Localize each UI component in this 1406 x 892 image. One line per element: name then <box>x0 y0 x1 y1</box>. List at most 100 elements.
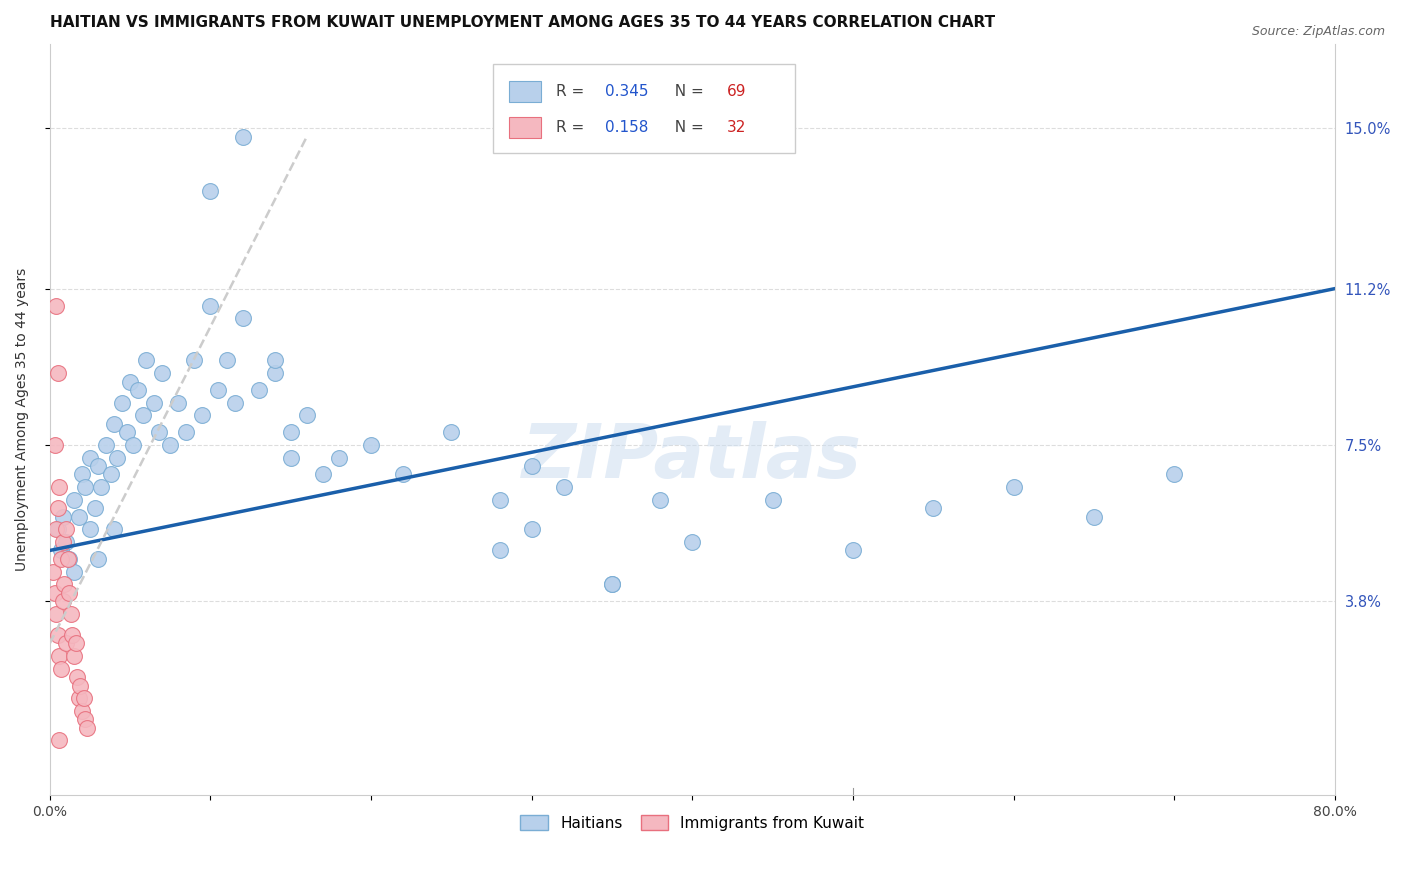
Point <box>681 535 703 549</box>
Point <box>44 585 66 599</box>
Point <box>132 409 155 423</box>
Point <box>111 395 134 409</box>
Point <box>312 467 335 482</box>
Point <box>58 585 80 599</box>
Point <box>63 565 86 579</box>
Point <box>52 509 75 524</box>
Point <box>48 733 70 747</box>
Point <box>200 185 222 199</box>
FancyBboxPatch shape <box>509 81 541 103</box>
Point <box>42 565 65 579</box>
Point <box>360 438 382 452</box>
Point <box>488 543 510 558</box>
Text: HAITIAN VS IMMIGRANTS FROM KUWAIT UNEMPLOYMENT AMONG AGES 35 TO 44 YEARS CORRELA: HAITIAN VS IMMIGRANTS FROM KUWAIT UNEMPL… <box>49 15 995 30</box>
FancyBboxPatch shape <box>509 117 541 137</box>
Point <box>215 353 238 368</box>
Point <box>52 535 75 549</box>
Point <box>87 458 110 473</box>
Text: R =: R = <box>557 84 589 99</box>
Point <box>280 425 302 440</box>
Point <box>842 543 865 558</box>
Point <box>49 662 72 676</box>
Point <box>520 522 543 536</box>
Point <box>263 366 285 380</box>
Point <box>56 552 79 566</box>
Point <box>295 409 318 423</box>
Y-axis label: Unemployment Among Ages 35 to 44 years: Unemployment Among Ages 35 to 44 years <box>15 268 30 571</box>
Point <box>150 366 173 380</box>
Point <box>46 501 69 516</box>
Point <box>232 311 254 326</box>
Text: 0.158: 0.158 <box>605 120 648 135</box>
Point <box>79 522 101 536</box>
Point <box>122 438 145 452</box>
Point <box>200 298 222 312</box>
Point <box>87 552 110 566</box>
Point <box>105 450 128 465</box>
Point <box>1083 509 1105 524</box>
Point <box>247 383 270 397</box>
Point <box>75 480 97 494</box>
Point <box>440 425 463 440</box>
Point <box>520 458 543 473</box>
Point <box>143 395 166 409</box>
Point <box>83 501 105 516</box>
Point <box>63 492 86 507</box>
Point <box>224 395 246 409</box>
Point <box>75 712 97 726</box>
Text: ZIPatlas: ZIPatlas <box>523 421 862 493</box>
Point <box>922 501 945 516</box>
Point <box>135 353 157 368</box>
Text: R =: R = <box>557 120 589 135</box>
Point <box>72 691 94 706</box>
Point <box>76 721 98 735</box>
Legend: Haitians, Immigrants from Kuwait: Haitians, Immigrants from Kuwait <box>515 808 870 837</box>
Text: N =: N = <box>665 120 709 135</box>
Point <box>79 450 101 465</box>
Point <box>48 480 70 494</box>
Point <box>49 552 72 566</box>
Point <box>63 648 86 663</box>
Point <box>55 535 77 549</box>
Point <box>53 577 76 591</box>
Text: 69: 69 <box>727 84 747 99</box>
Point <box>1002 480 1025 494</box>
Point <box>55 636 77 650</box>
Text: 32: 32 <box>727 120 747 135</box>
Point <box>650 492 672 507</box>
Point <box>167 395 190 409</box>
Text: N =: N = <box>665 84 709 99</box>
Text: Source: ZipAtlas.com: Source: ZipAtlas.com <box>1251 25 1385 38</box>
Point <box>127 383 149 397</box>
Point <box>46 628 69 642</box>
Point <box>553 480 575 494</box>
FancyBboxPatch shape <box>494 64 796 153</box>
Point <box>183 353 205 368</box>
Point <box>100 467 122 482</box>
Point <box>70 704 93 718</box>
Point <box>191 409 214 423</box>
Point <box>44 438 66 452</box>
Point <box>60 628 83 642</box>
Point <box>48 648 70 663</box>
Point <box>59 607 82 621</box>
Point <box>65 636 87 650</box>
Point <box>600 577 623 591</box>
Point <box>600 577 623 591</box>
Point <box>45 522 67 536</box>
Point <box>49 543 72 558</box>
Point <box>1163 467 1185 482</box>
Point <box>263 353 285 368</box>
Point <box>176 425 198 440</box>
Point <box>55 522 77 536</box>
Point <box>115 425 138 440</box>
Point <box>90 480 112 494</box>
Point <box>67 691 90 706</box>
Point <box>94 438 117 452</box>
Text: 0.345: 0.345 <box>605 84 648 99</box>
Point <box>45 607 67 621</box>
Point <box>159 438 181 452</box>
Point <box>46 522 69 536</box>
Point <box>58 552 80 566</box>
Point <box>148 425 170 440</box>
